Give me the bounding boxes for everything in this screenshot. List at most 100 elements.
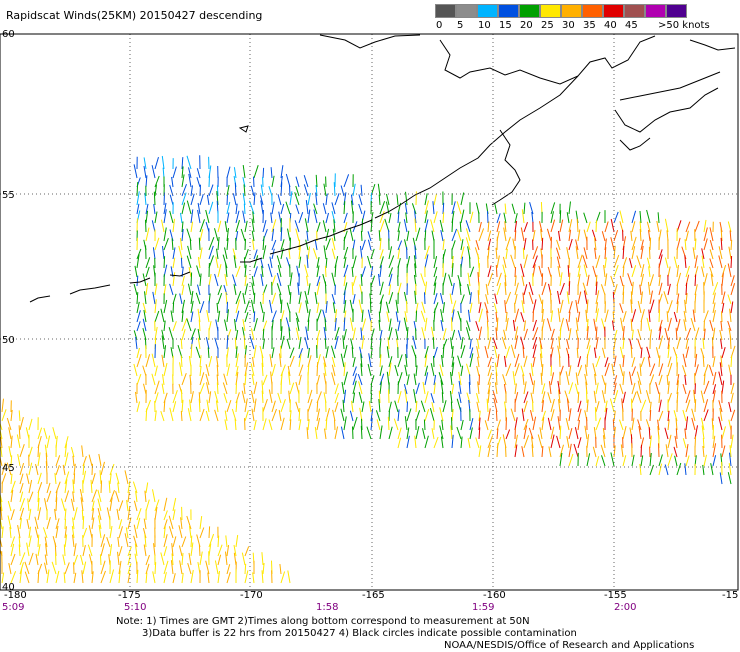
wind-barb xyxy=(146,257,150,268)
wind-barb xyxy=(27,543,29,556)
wind-barb xyxy=(253,357,255,367)
wind-barb xyxy=(152,374,155,385)
wind-barb xyxy=(215,561,218,575)
wind-barb xyxy=(458,356,461,367)
wind-barb xyxy=(677,319,680,331)
wind-barb xyxy=(731,393,733,403)
wind-barb xyxy=(43,527,47,538)
wind-barb xyxy=(567,436,569,448)
wind-barb xyxy=(620,364,623,376)
wind-barb xyxy=(704,381,709,394)
wind-barb xyxy=(191,273,192,287)
wind-barb xyxy=(308,193,310,205)
colorbar-label: 45 xyxy=(625,20,638,31)
wind-barb xyxy=(254,165,258,178)
wind-barb xyxy=(209,237,214,250)
wind-barb xyxy=(200,274,201,286)
wind-barb xyxy=(709,365,713,376)
wind-barb xyxy=(118,537,119,547)
wind-barb xyxy=(2,399,4,412)
wind-barb xyxy=(38,473,41,484)
wind-barb xyxy=(8,501,11,511)
wind-barb xyxy=(353,276,356,286)
wind-barb xyxy=(683,354,686,367)
wind-barb xyxy=(164,546,167,556)
wind-barb xyxy=(190,400,191,412)
wind-barb xyxy=(713,372,716,385)
wind-barb xyxy=(515,267,516,277)
wind-barb xyxy=(731,356,732,367)
wind-barb xyxy=(656,382,659,394)
wind-barb xyxy=(650,364,655,376)
wind-barb xyxy=(424,420,425,431)
wind-barb xyxy=(144,384,147,394)
time-label: 1:58 xyxy=(316,602,338,613)
wind-barb xyxy=(269,420,272,431)
wind-barb xyxy=(407,231,409,241)
wind-barb xyxy=(416,383,419,394)
wind-barb xyxy=(182,285,184,295)
wind-barb xyxy=(496,265,497,277)
wind-barb xyxy=(83,516,84,529)
colorbar-swatch xyxy=(456,4,477,18)
wind-barb xyxy=(586,389,587,403)
wind-barb xyxy=(721,321,722,331)
wind-barb xyxy=(344,390,346,403)
wind-barb xyxy=(632,383,635,394)
wind-barb xyxy=(281,418,284,430)
wind-barb xyxy=(421,401,425,412)
wind-barb xyxy=(324,245,326,259)
wind-barb xyxy=(674,447,677,457)
wind-barb xyxy=(20,483,23,493)
wind-barb xyxy=(596,255,600,268)
wind-barb xyxy=(197,168,200,178)
wind-barb xyxy=(477,393,480,403)
wind-barb xyxy=(371,249,374,259)
wind-barb xyxy=(710,227,713,241)
wind-barb xyxy=(64,545,65,557)
wind-barb xyxy=(296,205,299,215)
wind-barb xyxy=(397,195,398,205)
wind-barb xyxy=(576,372,578,385)
wind-barb xyxy=(181,213,183,223)
wind-barb xyxy=(558,308,560,322)
wind-barb xyxy=(425,409,429,421)
wind-barb xyxy=(731,256,732,268)
wind-barb xyxy=(628,273,632,286)
wind-barb xyxy=(89,455,92,466)
wind-barb xyxy=(451,402,452,412)
wind-barb xyxy=(574,444,578,457)
wind-barb xyxy=(299,375,301,385)
wind-barb xyxy=(353,294,355,304)
note-line-2: 3)Data buffer is 22 hrs from 20150427 4)… xyxy=(142,628,577,640)
wind-barb xyxy=(421,273,425,286)
wind-barb xyxy=(569,328,571,340)
wind-barb xyxy=(154,204,155,214)
wind-barb xyxy=(506,430,510,439)
wind-barb xyxy=(587,300,588,314)
wind-barb xyxy=(107,537,110,547)
wind-barb xyxy=(602,231,605,241)
wind-barb xyxy=(425,391,428,403)
wind-barb xyxy=(637,256,641,269)
wind-barb xyxy=(695,328,699,341)
wind-barb xyxy=(496,312,497,322)
wind-barb xyxy=(251,391,254,403)
wind-barb xyxy=(728,295,731,305)
lat-label: 50 xyxy=(2,335,15,346)
wind-barb xyxy=(272,249,274,259)
wind-barb xyxy=(470,267,474,277)
wind-barb xyxy=(497,443,498,457)
wind-barb xyxy=(200,528,204,539)
map-title: Rapidscat Winds(25KM) 20150427 descendin… xyxy=(6,9,262,22)
wind-barb xyxy=(494,303,497,313)
wind-barb xyxy=(200,366,201,376)
wind-barb xyxy=(74,573,76,583)
wind-barb xyxy=(542,273,543,286)
wind-barb xyxy=(315,427,317,439)
wind-barb xyxy=(315,240,317,250)
wind-barb xyxy=(362,335,364,349)
wind-barb xyxy=(659,392,660,403)
wind-barb xyxy=(208,573,209,583)
wind-barb xyxy=(677,337,680,349)
